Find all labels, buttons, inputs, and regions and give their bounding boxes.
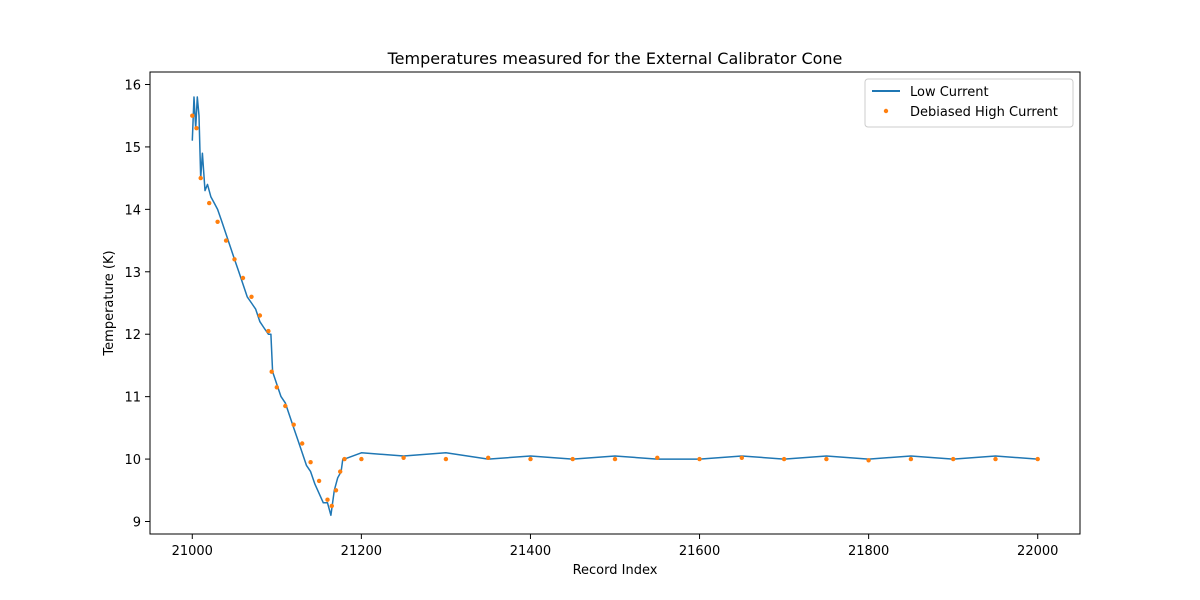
scatter-point-debiased-high-current: [300, 441, 305, 446]
scatter-point-debiased-high-current: [1035, 456, 1040, 462]
y-tick-label: 15: [124, 141, 141, 156]
y-tick-label: 14: [124, 203, 141, 218]
scatter-point-debiased-high-current: [266, 328, 271, 334]
x-tick-label: 21000: [172, 544, 213, 559]
scatter-point-debiased-high-current: [781, 456, 787, 462]
scatter-point-debiased-high-current: [359, 456, 364, 462]
scatter-point-debiased-high-current: [223, 238, 229, 243]
legend-label-debiased-high-current: Debiased High Current: [910, 105, 1058, 120]
series-line-low-current: [191, 96, 1038, 517]
x-tick-label: 21600: [679, 544, 720, 559]
scatter-point-debiased-high-current: [240, 275, 246, 281]
scatter-point-debiased-high-current: [269, 369, 274, 374]
scatter-point-debiased-high-current: [274, 385, 279, 390]
y-axis: 9 10 11 12 13 14 15 16: [124, 78, 150, 531]
scatter-point-debiased-high-current: [215, 219, 220, 224]
scatter-point-debiased-high-current: [570, 456, 575, 462]
x-axis-label: Record Index: [573, 563, 658, 578]
x-tick-label: 22000: [1017, 544, 1058, 559]
x-axis: 21000 21200 21400 21600 21800 22000: [172, 534, 1058, 559]
y-tick-label: 11: [124, 391, 141, 406]
scatter-point-debiased-high-current: [291, 422, 296, 427]
scatter-point-debiased-high-current: [528, 456, 533, 462]
scatter-point-debiased-high-current: [612, 456, 618, 462]
scatter-point-debiased-high-current: [739, 455, 744, 460]
y-tick-label: 9: [133, 516, 141, 531]
y-tick-label: 16: [124, 78, 141, 93]
scatter-point-debiased-high-current: [194, 126, 199, 131]
scatter-point-debiased-high-current: [325, 497, 330, 502]
scatter-point-debiased-high-current: [190, 113, 195, 118]
y-tick-label: 12: [124, 328, 141, 343]
y-tick-label: 10: [124, 453, 141, 468]
y-axis-label: Temperature (K): [102, 250, 117, 356]
scatter-point-debiased-high-current: [333, 488, 339, 493]
scatter-point-debiased-high-current: [866, 458, 871, 463]
scatter-point-debiased-high-current: [401, 455, 406, 460]
scatter-point-debiased-high-current: [308, 460, 313, 465]
plot-area: [190, 96, 1040, 517]
scatter-point-debiased-high-current: [338, 469, 343, 474]
scatter-point-debiased-high-current: [198, 175, 203, 181]
scatter-point-debiased-high-current: [342, 456, 347, 462]
x-tick-label: 21800: [848, 544, 889, 559]
plot-frame: [149, 71, 1081, 535]
scatter-point-debiased-high-current: [993, 456, 998, 462]
legend-marker-debiased-high-current: [883, 108, 889, 114]
chart-title: Temperatures measured for the External C…: [387, 49, 843, 68]
scatter-point-debiased-high-current: [824, 456, 829, 462]
scatter-point-debiased-high-current: [655, 455, 660, 460]
scatter-point-debiased-high-current: [443, 456, 449, 462]
scatter-point-debiased-high-current: [232, 257, 237, 262]
scatter-point-debiased-high-current: [908, 456, 914, 462]
scatter-point-debiased-high-current: [697, 456, 702, 462]
scatter-point-debiased-high-current: [257, 313, 263, 318]
legend-box: [864, 78, 1074, 128]
x-tick-label: 21200: [341, 544, 382, 559]
legend-label-low-current: Low Current: [910, 85, 989, 100]
scatter-point-debiased-high-current: [316, 478, 322, 484]
legend: Low Current Debiased High Current: [864, 78, 1074, 128]
scatter-point-debiased-high-current: [329, 503, 334, 509]
scatter-point-debiased-high-current: [207, 200, 212, 206]
scatter-point-debiased-high-current: [951, 456, 956, 462]
scatter-point-debiased-high-current: [283, 403, 288, 409]
scatter-point-debiased-high-current: [249, 294, 254, 299]
y-tick-label: 13: [124, 266, 141, 281]
x-tick-label: 21400: [510, 544, 551, 559]
scatter-point-debiased-high-current: [486, 455, 491, 460]
